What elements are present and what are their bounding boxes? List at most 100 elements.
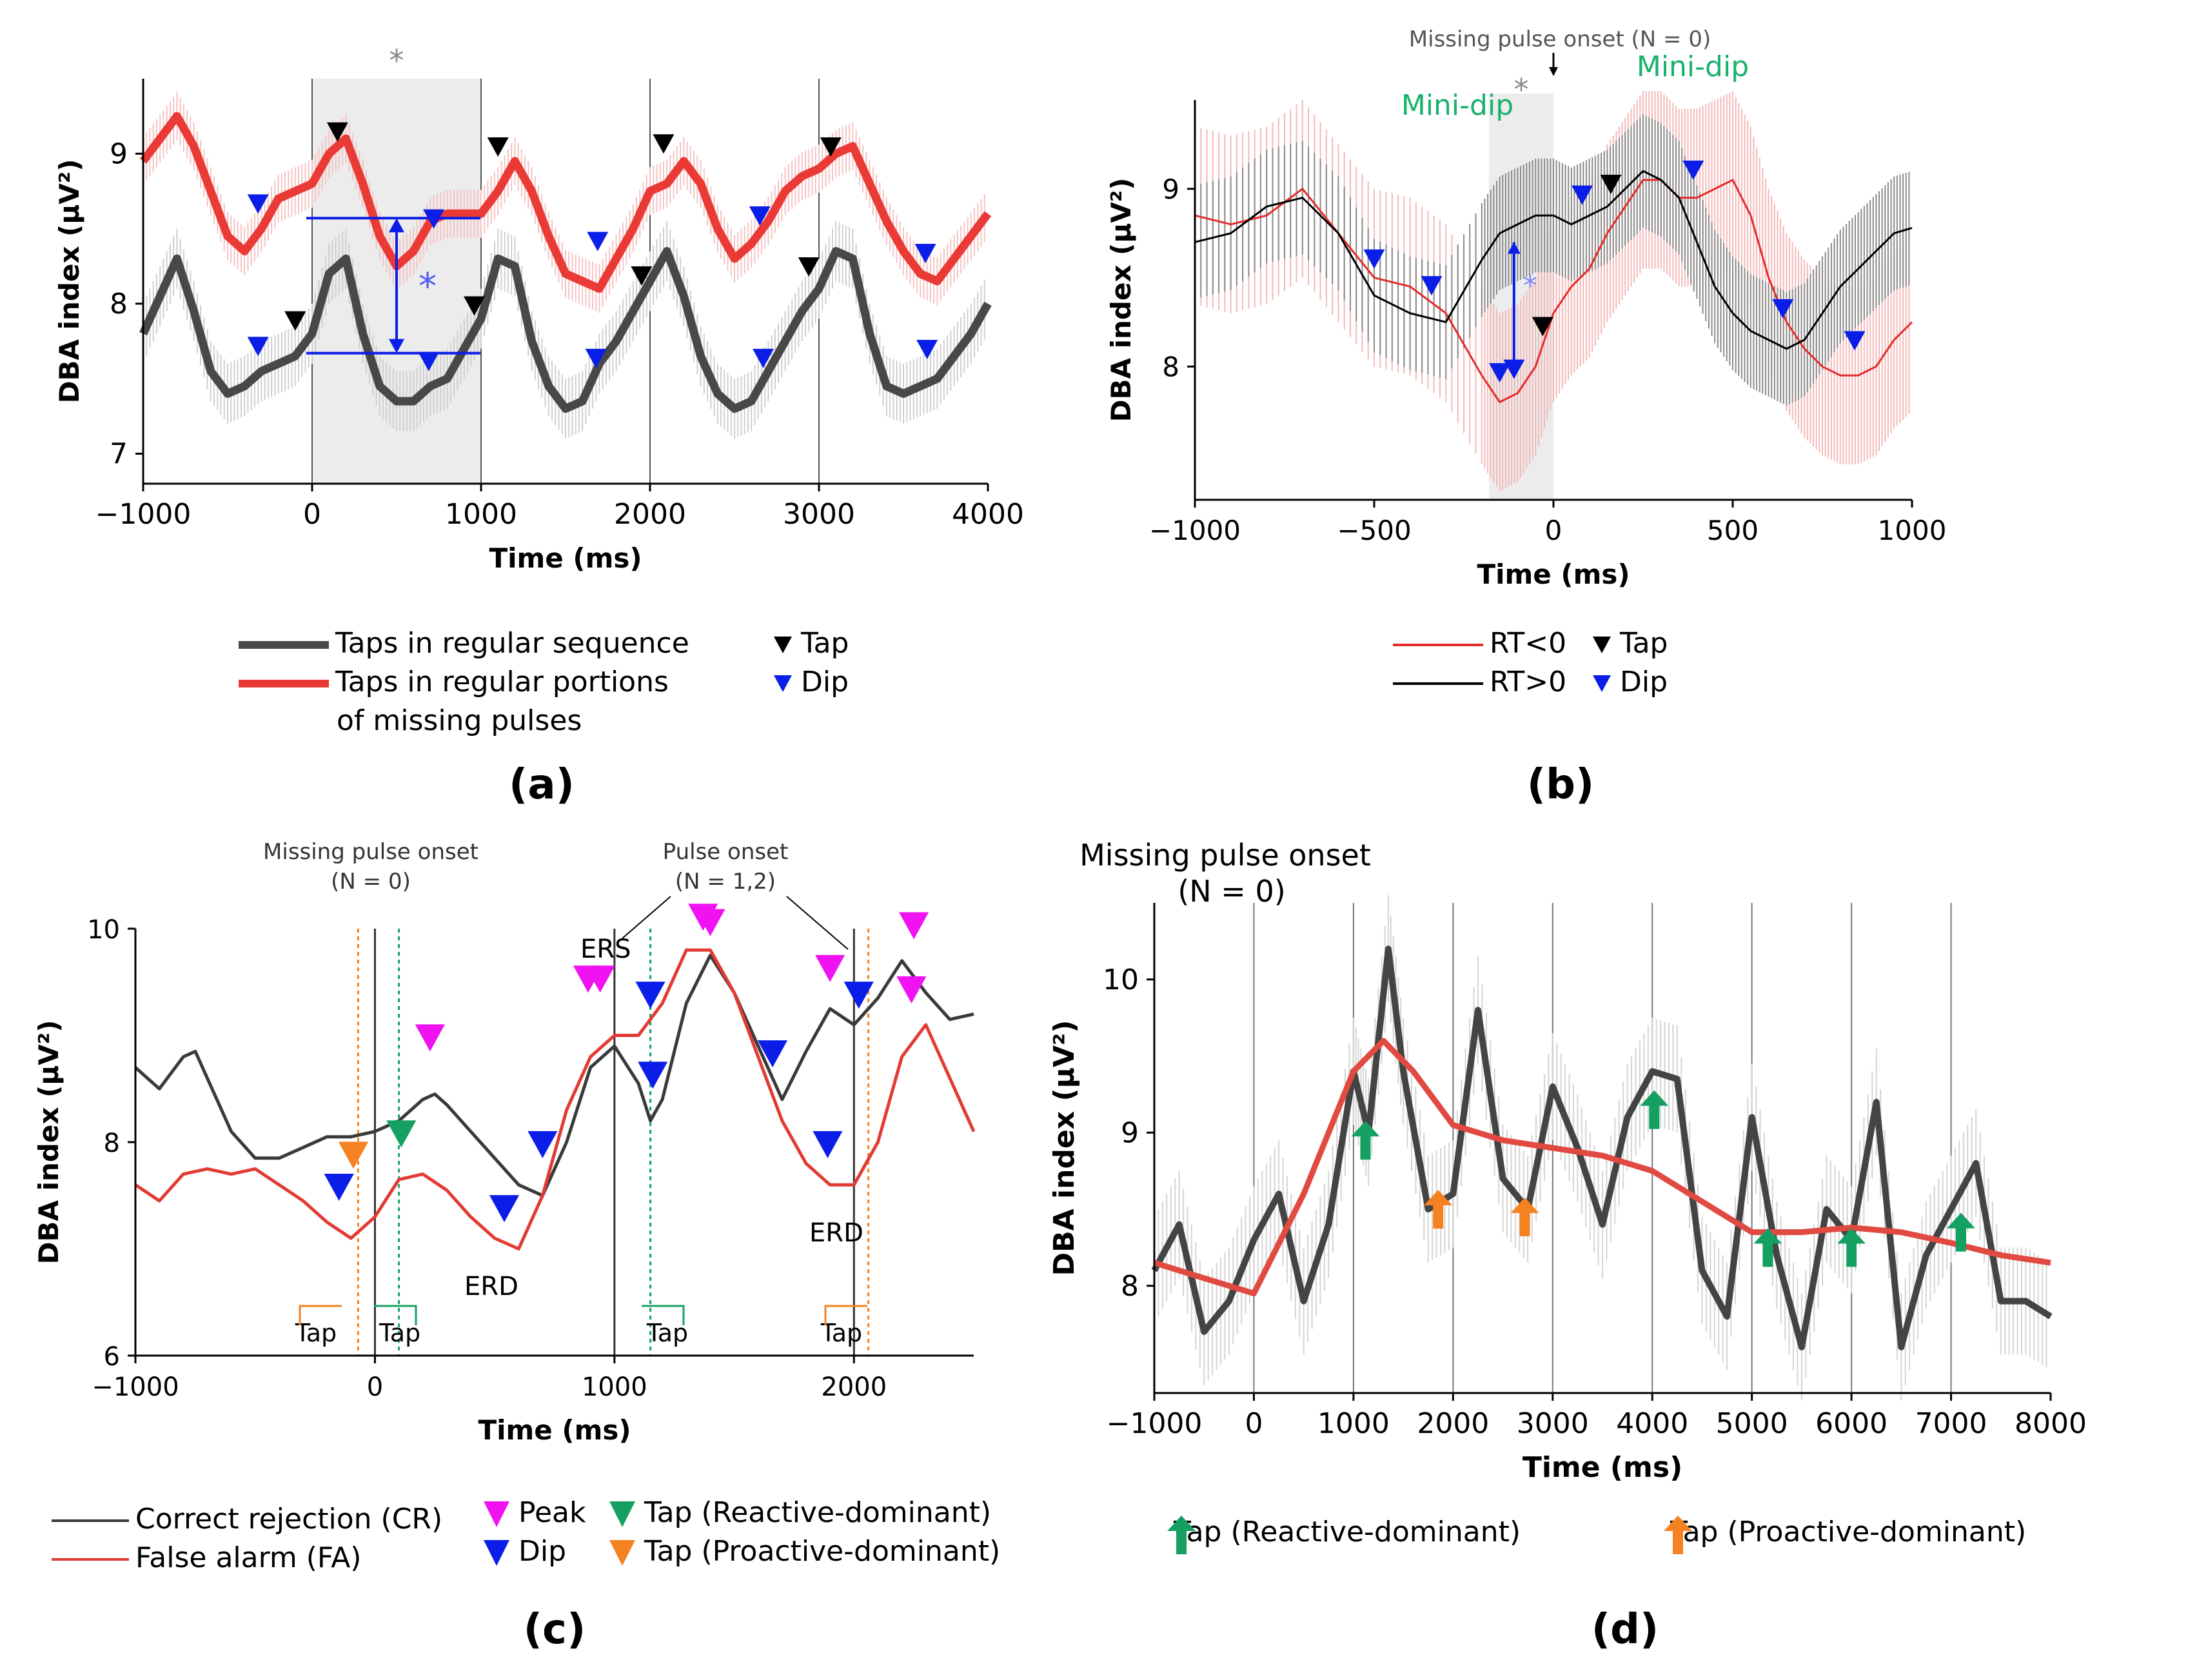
reactive-tap-marker	[1837, 1228, 1866, 1267]
tap-marker-icon	[1593, 637, 1611, 653]
series-regular-sequence	[139, 247, 992, 413]
dip-marker	[1844, 331, 1866, 351]
peak-marker	[815, 954, 845, 982]
x-axis-title: Time (ms)	[478, 1414, 631, 1446]
chart-d: Missing pulse onset(N = 0) −1000 0 1000 2000…	[1048, 838, 2087, 1484]
y-tick-label: 6	[104, 1342, 120, 1372]
tap-pointer	[824, 1305, 867, 1325]
erd-label: ERD	[464, 1272, 518, 1301]
mini-dip-label: Mini-dip	[1637, 50, 1749, 83]
tap-annotation: Tap	[646, 1319, 688, 1347]
dip-marker	[489, 1195, 520, 1223]
panel-c: Missing pulse onset (N = 0) Pulse onset (N …	[0, 832, 1064, 1680]
dip-marker	[247, 194, 269, 214]
panel-label-c: (c)	[523, 1606, 586, 1654]
x-tick-label: 0	[367, 1372, 383, 1402]
reactive-tap-marker	[1640, 1090, 1669, 1129]
x-axis-title: Time (ms)	[1477, 558, 1630, 590]
ers-label: ERS	[580, 934, 631, 964]
x-tick-label: 5000	[1716, 1407, 1788, 1440]
pulse-onset-title: Pulse onset	[663, 839, 789, 865]
chart-b: *Missing pulse onset (N = 0)Mini-dipMini…	[1105, 26, 1946, 590]
panel-label-b: (b)	[1526, 761, 1595, 809]
legend-a-markers: Tap Dip	[774, 627, 849, 704]
missing-pulse-title: Missing pulse onset	[263, 839, 478, 865]
legend-line-black	[239, 641, 329, 649]
panel-label-d: (d)	[1591, 1606, 1659, 1654]
x-tick-label: 3000	[1517, 1407, 1589, 1440]
bracket-arrowhead	[1507, 242, 1521, 254]
tap-annotation: Tap	[820, 1319, 862, 1347]
tap-annotation: Tap	[379, 1319, 420, 1347]
dip-marker	[1503, 359, 1525, 379]
tap-marker	[326, 122, 348, 142]
dip-marker	[638, 1062, 668, 1089]
legend-b: RT<0 RT>0	[1393, 627, 1566, 704]
panel-label-a: (a)	[509, 761, 575, 809]
dip-marker	[749, 206, 771, 226]
y-tick-label: 7	[110, 437, 128, 470]
series-missing-pulses	[139, 112, 992, 293]
shaded-region-cap	[1488, 94, 1553, 115]
dip-marker	[527, 1131, 558, 1158]
tap-annotation: Tap	[295, 1319, 337, 1347]
reactive-tap-marker	[1753, 1228, 1782, 1267]
legend-c-markers-2: Tap (Reactive-dominant) Tap (Proactive-d…	[609, 1496, 1000, 1574]
dip-marker	[914, 244, 936, 264]
x-tick-label: −1000	[92, 1372, 179, 1402]
x-tick-label: 1000	[1317, 1407, 1390, 1440]
series-smoothed-trend	[1153, 1038, 2051, 1297]
dip-marker	[324, 1174, 354, 1201]
dip-marker	[423, 209, 445, 229]
reactive-tap-icon	[609, 1501, 635, 1527]
x-tick-label: 7000	[1915, 1407, 1987, 1440]
dip-marker-icon	[774, 675, 792, 692]
tap-marker	[798, 257, 820, 277]
panel-b: * Missing pulse onset (N = 0) Mini-dip Mini…	[1083, 0, 2188, 832]
y-tick-label: 8	[1121, 1270, 1139, 1303]
reactive-tap-marker	[386, 1120, 417, 1148]
tap-marker-icon	[774, 637, 792, 653]
bracket-star: *	[419, 266, 437, 308]
x-tick-label: 3000	[783, 498, 855, 531]
x-tick-label: −1000	[95, 498, 192, 531]
legend-d: Tap (Reactive-dominant)	[1167, 1516, 1521, 1554]
peak-marker	[415, 1024, 445, 1052]
significance-star: *	[389, 43, 404, 78]
x-tick-label: 0	[303, 498, 321, 531]
series-rt-negative	[1194, 178, 1913, 404]
x-tick-label: 0	[1545, 515, 1562, 546]
x-tick-label: 2000	[821, 1372, 887, 1402]
y-tick-label: 9	[1162, 173, 1179, 205]
dip-marker-icon	[1593, 675, 1611, 692]
onset-arrowhead	[1549, 67, 1558, 76]
missing-pulse-title: Missing pulse onset	[1079, 838, 1371, 873]
tap-pointer	[374, 1305, 417, 1325]
tap-marker	[464, 296, 486, 316]
legend-c: Correct rejection (CR) False alarm (FA)	[52, 1503, 442, 1580]
y-tick-label: 8	[104, 1129, 120, 1158]
dip-marker	[418, 351, 440, 371]
x-tick-label: −500	[1337, 515, 1411, 546]
legend-d-2: Tap (Proactive-dominant)	[1664, 1516, 2026, 1554]
legend-line-cr	[52, 1519, 129, 1522]
tap-marker	[1600, 175, 1622, 195]
tap-marker	[1532, 317, 1553, 337]
legend-line-red	[239, 680, 329, 687]
proactive-tap-marker	[1424, 1190, 1453, 1229]
x-tick-label: 6000	[1815, 1407, 1887, 1440]
erd-label: ERD	[809, 1218, 863, 1248]
y-tick-label: 8	[1162, 351, 1179, 382]
x-tick-label: 0	[1245, 1407, 1263, 1440]
peak-marker	[899, 912, 929, 940]
dip-marker	[585, 348, 607, 368]
x-axis-title: Time (ms)	[489, 542, 642, 574]
missing-pulse-n: (N = 0)	[331, 869, 411, 894]
legend-c-markers-1: Peak Dip	[484, 1496, 586, 1574]
series-grand-average	[1151, 945, 2053, 1350]
proactive-tap-marker	[338, 1141, 369, 1169]
bracket-arrowhead	[389, 339, 404, 353]
bracket-star: *	[1523, 270, 1537, 302]
y-axis-title: DBA index (µV²)	[1048, 1020, 1081, 1276]
x-tick-label: 4000	[952, 498, 1024, 531]
